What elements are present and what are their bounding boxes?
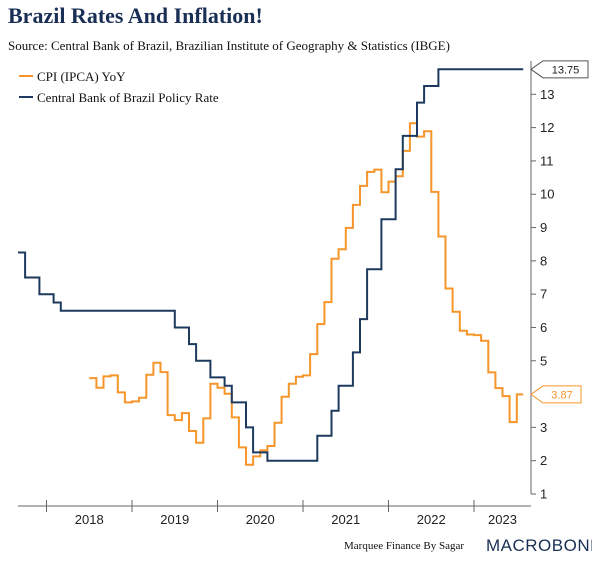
end-label-cpi: 3.87 (551, 389, 572, 401)
credit-text: Marquee Finance By Sagar (344, 540, 465, 552)
y-tick-label: 10 (540, 187, 554, 202)
x-tick-label: 2023 (488, 512, 517, 527)
y-tick-label: 6 (540, 320, 547, 335)
end-label-box-cpi (530, 385, 582, 404)
series-line-cpi (89, 122, 524, 466)
legend-label-policy: Central Bank of Brazil Policy Rate (37, 90, 219, 105)
legend-label-cpi: CPI (IPCA) YoY (37, 69, 126, 84)
y-tick-label: 1 (540, 487, 547, 502)
axes: 1234567891011121320182019202020212022202… (18, 61, 554, 527)
x-tick-label: 2021 (331, 512, 360, 527)
x-tick-label: 2022 (417, 512, 446, 527)
y-tick-label: 2 (540, 453, 547, 468)
end-label-policy: 13.75 (552, 64, 580, 76)
y-tick-label: 13 (540, 87, 554, 102)
y-tick-label: 12 (540, 120, 554, 135)
x-tick-label: 2018 (75, 512, 104, 527)
brand-logo: MACROBOND (486, 536, 592, 555)
series-line-policy (18, 68, 524, 462)
chart-title: Brazil Rates And Inflation! (8, 3, 263, 28)
y-tick-label: 7 (540, 287, 547, 302)
end-label-box-policy (530, 60, 589, 79)
y-tick-label: 8 (540, 253, 547, 268)
legend: CPI (IPCA) YoY Central Bank of Brazil Po… (19, 69, 219, 105)
y-tick-label: 3 (540, 420, 547, 435)
y-tick-label: 5 (540, 353, 547, 368)
x-tick-label: 2019 (160, 512, 189, 527)
y-tick-label: 9 (540, 220, 547, 235)
series-lines (18, 68, 524, 466)
chart-source: Source: Central Bank of Brazil, Brazilia… (8, 38, 450, 53)
y-tick-label: 11 (540, 153, 554, 168)
end-labels: 3.87 13.75 (530, 60, 589, 404)
x-tick-label: 2020 (246, 512, 275, 527)
